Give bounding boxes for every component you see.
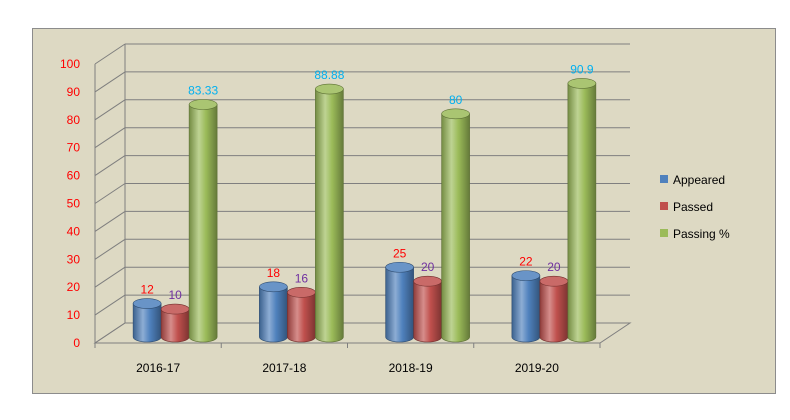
gridline-side bbox=[94, 210, 126, 232]
y-tick-label: 0 bbox=[73, 336, 80, 350]
gridline-side bbox=[94, 71, 126, 93]
legend-swatch bbox=[660, 175, 668, 183]
bar bbox=[413, 280, 442, 343]
gridline-side bbox=[94, 155, 126, 177]
gridline-side bbox=[94, 127, 126, 149]
bar bbox=[315, 88, 344, 343]
bar-top bbox=[188, 99, 218, 110]
bar-top bbox=[315, 83, 344, 95]
gridline-side bbox=[94, 294, 126, 316]
y-tick-label: 20 bbox=[67, 280, 81, 294]
bar bbox=[259, 286, 288, 343]
data-label: 20 bbox=[547, 260, 561, 274]
bar-top bbox=[132, 298, 162, 309]
y-tick-label: 90 bbox=[67, 85, 81, 99]
data-label: 18 bbox=[267, 266, 281, 280]
gridline-side bbox=[94, 183, 126, 204]
bar bbox=[511, 275, 541, 343]
data-label: 10 bbox=[168, 288, 182, 302]
x-tick-label: 2017-18 bbox=[262, 361, 306, 375]
gridline-side bbox=[94, 266, 126, 288]
data-label: 80 bbox=[449, 93, 463, 107]
legend-swatch bbox=[660, 202, 668, 210]
legend-label: Passing % bbox=[673, 227, 730, 241]
bar-top bbox=[539, 275, 569, 287]
bar-top bbox=[567, 78, 597, 89]
y-tick-label: 60 bbox=[67, 169, 81, 183]
data-label: 22 bbox=[519, 255, 533, 269]
bar bbox=[132, 303, 162, 343]
gridline-side bbox=[94, 43, 126, 65]
y-tick-label: 40 bbox=[67, 224, 81, 238]
legend-label: Appeared bbox=[673, 173, 725, 187]
gridline-side bbox=[94, 99, 126, 121]
data-label: 20 bbox=[421, 260, 435, 274]
x-tick-label: 2019-20 bbox=[515, 361, 559, 375]
data-label: 16 bbox=[295, 271, 309, 285]
bar-top bbox=[259, 281, 288, 293]
data-label: 88.88 bbox=[314, 68, 344, 82]
bar bbox=[441, 113, 470, 343]
bar-top bbox=[160, 303, 190, 315]
bar-top bbox=[287, 287, 316, 298]
y-tick-label: 10 bbox=[67, 308, 81, 322]
bar bbox=[188, 104, 218, 343]
y-tick-label: 100 bbox=[60, 57, 80, 71]
y-tick-label: 80 bbox=[67, 113, 81, 127]
data-label: 90.9 bbox=[570, 62, 594, 76]
bar-top bbox=[413, 275, 442, 287]
bar-top bbox=[441, 108, 470, 120]
x-tick-label: 2016-17 bbox=[136, 361, 180, 375]
y-tick-label: 30 bbox=[67, 252, 81, 266]
y-tick-label: 70 bbox=[67, 141, 81, 155]
gridline-side bbox=[94, 238, 126, 260]
data-label: 83.33 bbox=[188, 84, 218, 98]
y-tick-label: 50 bbox=[67, 197, 81, 211]
x-tick-label: 2018-19 bbox=[389, 361, 433, 375]
floor bbox=[93, 322, 632, 344]
bar bbox=[287, 292, 316, 343]
data-label: 25 bbox=[393, 246, 407, 260]
bar bbox=[539, 280, 569, 343]
legend-swatch bbox=[660, 229, 668, 237]
bar-top bbox=[385, 261, 414, 273]
legend-label: Passed bbox=[673, 200, 713, 214]
data-label: 12 bbox=[140, 283, 154, 297]
bar bbox=[385, 266, 414, 343]
bar bbox=[567, 83, 597, 343]
bar-top bbox=[511, 270, 541, 281]
